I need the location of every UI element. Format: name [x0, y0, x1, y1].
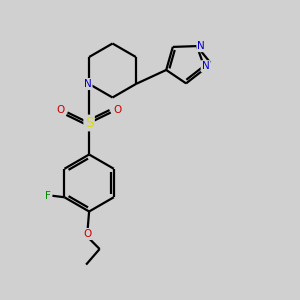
Text: S: S: [85, 116, 94, 130]
Text: O: O: [57, 105, 65, 115]
Text: O: O: [83, 229, 92, 239]
Text: N: N: [84, 79, 92, 89]
Text: O: O: [113, 105, 122, 115]
Text: N: N: [197, 41, 205, 51]
Text: N: N: [202, 61, 209, 71]
Text: F: F: [45, 191, 51, 201]
